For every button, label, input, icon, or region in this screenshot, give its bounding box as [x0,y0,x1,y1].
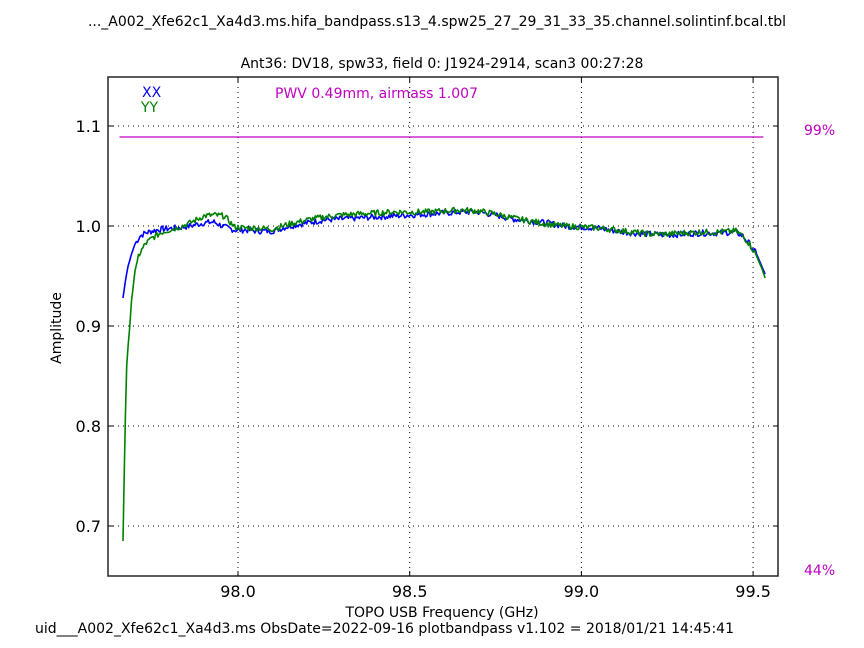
x-axis-label: TOPO USB Frequency (GHz) [345,605,539,621]
data-series [119,136,766,542]
y-tick-label: 0.8 [76,417,101,436]
series-xx [122,208,766,299]
x-tick-label: 98.0 [220,582,256,601]
y-axis-label: Amplitude [49,292,65,364]
transmission-max-label: 99% [804,123,836,139]
transmission-min-label: 44% [804,563,836,579]
legend-yy: YY [140,100,159,116]
chart-subtitle: Ant36: DV18, spw33, field 0: J1924-2914,… [240,56,644,72]
x-tick-label: 99.0 [564,582,600,601]
y-tick-label: 0.7 [76,517,101,536]
chart-title: ..._A002_Xfe62c1_Xa4d3.ms.hifa_bandpass.… [87,14,787,30]
x-tick-label: 98.5 [392,582,428,601]
footer-info: uid___A002_Xfe62c1_Xa4d3.ms ObsDate=2022… [35,621,734,637]
tick-labels: 98.0 98.5 99.0 99.5 0.7 0.8 0.9 1.0 1.1 [76,117,771,601]
series-yy [122,206,766,542]
y-tick-label: 1.1 [76,117,101,136]
pwv-annotation: PWV 0.49mm, airmass 1.007 [275,86,478,102]
x-tick-label: 99.5 [735,582,771,601]
y-tick-label: 1.0 [76,217,101,236]
y-tick-label: 0.9 [76,317,101,336]
grid-lines [108,77,778,576]
axis-ticks [108,77,778,576]
legend-xx: XX [142,85,162,101]
